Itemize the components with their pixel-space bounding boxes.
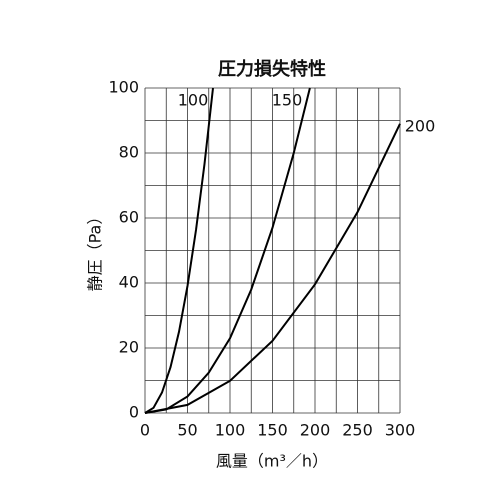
x-tick-label: 250 (342, 421, 373, 440)
x-tick-label: 50 (177, 421, 197, 440)
series-label: 100 (178, 91, 209, 110)
x-tick-label: 0 (140, 421, 150, 440)
chart-title: 圧力損失特性 (218, 58, 326, 80)
x-tick-label: 200 (300, 421, 331, 440)
x-tick-label: 150 (257, 421, 288, 440)
y-tick-label: 60 (119, 208, 139, 227)
series-line (144, 87, 311, 414)
series-line (144, 87, 214, 414)
y-tick-label: 80 (119, 143, 139, 162)
series-line (144, 123, 401, 414)
y-tick-label: 100 (108, 78, 139, 97)
y-tick-label: 20 (119, 338, 139, 357)
series-label: 150 (272, 91, 303, 110)
y-tick-label: 40 (119, 273, 139, 292)
y-axis-label: 静圧（Pa） (86, 209, 105, 292)
x-axis-label: 風量（m³／h） (216, 452, 328, 471)
y-tick-label: 0 (129, 403, 139, 422)
x-tick-label: 100 (215, 421, 246, 440)
series-label: 200 (405, 117, 436, 136)
x-tick-label: 300 (385, 421, 416, 440)
